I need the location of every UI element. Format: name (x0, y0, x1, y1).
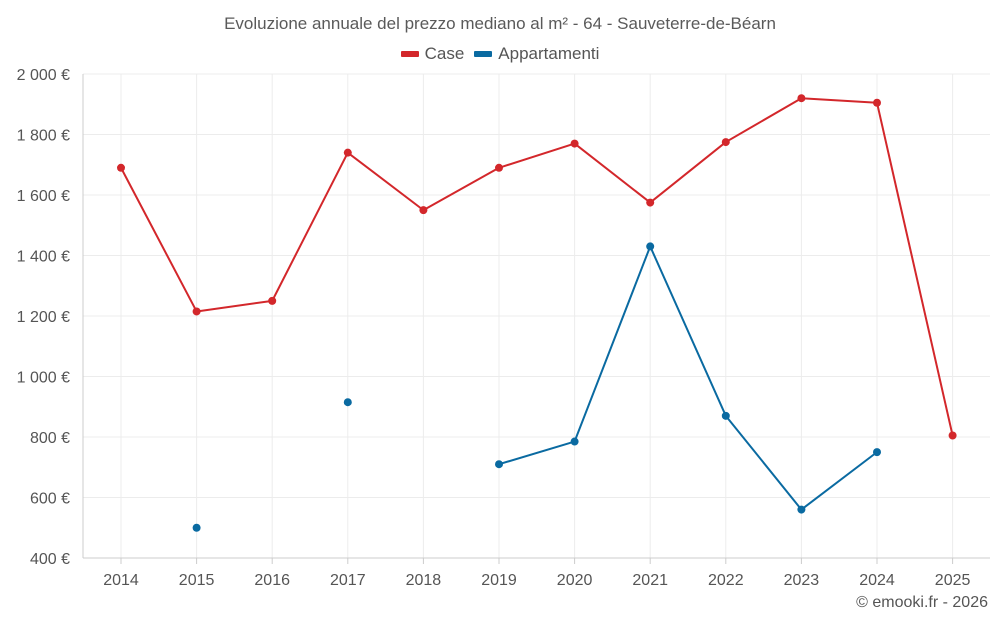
data-point-case-2019 (495, 163, 503, 172)
y-tick-label-800: 800 € (30, 430, 70, 447)
axes: 400 € 600 € 800 € 1 000 € 1 200 € 1 400 € 1 60… (17, 67, 990, 589)
data-point-appartamenti-2024 (873, 448, 881, 457)
x-tick-label-2017: 2017 (330, 572, 366, 589)
chart-title: Evoluzione annuale del prezzo mediano al… (224, 14, 776, 33)
data-point-case-2015 (192, 307, 201, 316)
y-tick-label-2000: 2 000 € (17, 67, 70, 84)
y-tick-label-1000: 1 000 € (17, 370, 70, 387)
x-tick-label-2019: 2019 (481, 572, 517, 589)
data-point-case-2018 (419, 206, 428, 215)
x-tick-label-2018: 2018 (406, 572, 442, 589)
legend: Case Appartamenti (0, 44, 1000, 64)
y-tick-label-1200: 1 200 € (17, 309, 70, 326)
x-tick-label-2023: 2023 (784, 572, 820, 589)
data-point-case-2022 (721, 138, 730, 147)
credit-text: © emooki.fr - 2026 (856, 594, 988, 611)
x-tick-label-2020: 2020 (557, 572, 593, 589)
legend-swatch-appartamenti (474, 51, 493, 57)
data-point-case-2020 (570, 139, 579, 148)
x-tick-label-2021: 2021 (632, 572, 668, 589)
grid (83, 73, 990, 559)
data-point-appartamenti-2017 (343, 398, 352, 407)
data-point-appartamenti-2015 (192, 523, 201, 532)
y-tick-label-1600: 1 600 € (17, 188, 70, 205)
data-point-case-2024 (873, 98, 881, 107)
x-tick-label-2014: 2014 (103, 572, 139, 589)
data-point-case-2017 (343, 148, 352, 157)
data-point-case-2021 (646, 198, 655, 207)
data-point-appartamenti-2022 (721, 411, 730, 420)
x-tick-label-2015: 2015 (179, 572, 215, 589)
x-tick-label-2024: 2024 (859, 572, 895, 589)
data-point-appartamenti-2020 (570, 437, 579, 446)
y-tick-label-1400: 1 400 € (17, 249, 70, 266)
data-point-case-2014 (117, 163, 125, 172)
y-tick-label-400: 400 € (30, 551, 70, 568)
data-point-appartamenti-2021 (646, 242, 655, 251)
data-point-case-2016 (268, 296, 277, 305)
data-point-case-2025 (948, 431, 957, 440)
legend-label-case: Case (424, 44, 465, 63)
data-point-appartamenti-2023 (797, 505, 806, 514)
data-point-case-2023 (797, 94, 806, 103)
series-line-appartamenti-0 (498, 245, 878, 511)
y-tick-label-1800: 1 800 € (17, 128, 70, 145)
legend-swatch-case (400, 51, 419, 57)
series-lines (120, 97, 954, 511)
y-tick-label-600: 600 € (30, 491, 70, 508)
series-line-case-0 (120, 97, 954, 436)
series-points (117, 94, 957, 532)
x-tick-label-2022: 2022 (708, 572, 744, 589)
legend-item-appartamenti[interactable]: Appartamenti (474, 44, 599, 64)
legend-item-case[interactable]: Case (400, 44, 465, 64)
x-tick-label-2025: 2025 (935, 572, 971, 589)
data-point-appartamenti-2019 (495, 460, 503, 469)
x-tick-label-2016: 2016 (254, 572, 290, 589)
legend-label-appartamenti: Appartamenti (498, 44, 600, 63)
